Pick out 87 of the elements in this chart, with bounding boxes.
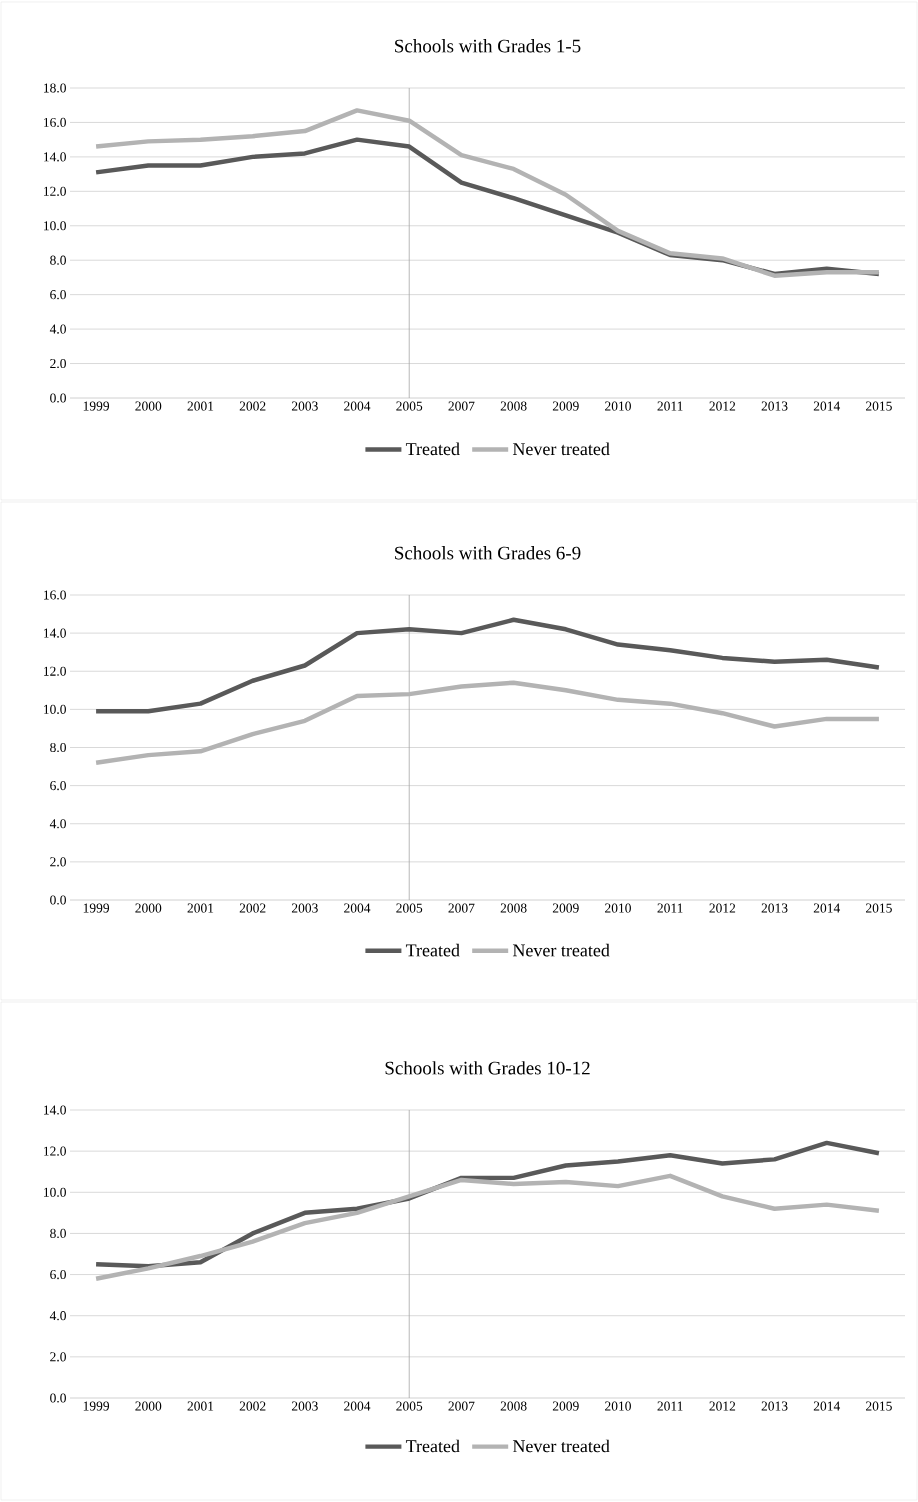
chart-title: Schools with Grades 1-5 <box>395 39 581 53</box>
x-tick-label: 2013 <box>761 401 788 411</box>
x-tick-label: 2002 <box>239 401 266 411</box>
x-tick-label: 2010 <box>605 401 631 411</box>
y-tick-label: 4.0 <box>49 324 66 334</box>
line-series <box>93 680 882 765</box>
x-tick-label: 2000 <box>135 903 162 913</box>
chart-title: Schools with Grades 6-9 <box>395 546 581 560</box>
y-tick-label: 2.0 <box>50 358 66 369</box>
y-tick-label: 0.0 <box>50 1393 66 1403</box>
y-tick-label: 8.0 <box>50 255 66 265</box>
x-tick-label: 1999 <box>83 903 110 913</box>
x-tick-label: 2007 <box>448 1401 475 1411</box>
x-tick-label: 2011 <box>657 903 683 913</box>
x-tick-label: 2014 <box>813 401 841 411</box>
legend-label: Never treated <box>512 943 610 957</box>
line-series <box>93 108 882 278</box>
y-tick-label: 4.0 <box>49 819 66 829</box>
x-tick-label: 2009 <box>552 401 579 411</box>
x-tick-label: 2011 <box>657 1401 683 1411</box>
x-tick-label: 2002 <box>239 903 266 913</box>
x-tick-label: 2004 <box>344 1401 371 1411</box>
y-tick-label: 0.0 <box>50 393 66 403</box>
x-tick-label: 2003 <box>291 1401 318 1411</box>
x-tick-label: 2008 <box>500 401 527 411</box>
x-tick-label: 2009 <box>552 903 579 913</box>
x-tick-label: 2003 <box>291 401 318 411</box>
legend-label: Never treated <box>512 442 610 456</box>
x-tick-label: 2004 <box>344 903 371 913</box>
x-tick-label: 2015 <box>866 903 892 913</box>
x-tick-label: 2008 <box>500 903 527 913</box>
legend-label: Treated <box>405 442 460 456</box>
x-tick-label: 2000 <box>135 1401 162 1411</box>
x-tick-label: 1999 <box>83 1401 110 1411</box>
x-tick-label: 2013 <box>761 903 788 913</box>
x-tick-label: 2001 <box>187 401 214 411</box>
x-tick-label: 2014 <box>813 903 841 913</box>
y-tick-label: 14.0 <box>44 628 66 638</box>
x-tick-label: 2007 <box>448 401 475 411</box>
x-tick-label: 2012 <box>709 903 736 913</box>
x-tick-label: 2002 <box>239 1401 266 1411</box>
line-series <box>93 617 882 714</box>
y-tick-label: 2.0 <box>50 857 66 867</box>
y-tick-label: 6.0 <box>50 1269 66 1280</box>
y-tick-label: 12.0 <box>44 666 66 676</box>
x-tick-label: 2005 <box>396 401 423 411</box>
y-tick-label: 6.0 <box>50 290 66 300</box>
y-tick-label: 8.0 <box>50 1228 66 1239</box>
y-tick-label: 18.0 <box>44 83 66 93</box>
y-tick-label: 14.0 <box>44 1105 66 1115</box>
x-tick-label: 2012 <box>709 1401 736 1411</box>
y-tick-label: 4.0 <box>49 1311 66 1321</box>
x-tick-label: 2001 <box>187 1401 214 1411</box>
x-tick-label: 2010 <box>605 903 631 913</box>
legend-label: Never treated <box>512 1439 610 1453</box>
x-tick-label: 2011 <box>657 401 683 411</box>
x-tick-label: 2001 <box>187 903 214 913</box>
y-tick-label: 12.0 <box>44 186 66 196</box>
y-tick-label: 10.0 <box>44 704 66 714</box>
y-tick-label: 0.0 <box>50 895 66 905</box>
x-tick-label: 2013 <box>761 1401 788 1411</box>
x-tick-label: 2009 <box>552 1401 579 1411</box>
y-tick-label: 6.0 <box>50 781 66 791</box>
y-tick-label: 10.0 <box>44 1187 66 1197</box>
x-tick-label: 2015 <box>866 401 892 411</box>
y-tick-label: 12.0 <box>44 1146 66 1156</box>
x-tick-label: 2004 <box>344 401 371 411</box>
chart-title: Schools with Grades 10-12 <box>385 1061 590 1075</box>
x-tick-label: 2014 <box>813 1401 841 1411</box>
x-tick-label: 2008 <box>500 1401 527 1411</box>
x-tick-label: 2012 <box>709 401 736 411</box>
legend-label: Treated <box>405 943 460 957</box>
y-tick-label: 16.0 <box>44 117 66 128</box>
x-tick-label: 2000 <box>135 401 162 411</box>
y-tick-label: 2.0 <box>50 1352 66 1362</box>
y-tick-label: 16.0 <box>44 590 66 600</box>
x-tick-label: 2005 <box>396 903 423 913</box>
y-tick-label: 8.0 <box>50 742 66 753</box>
y-tick-label: 10.0 <box>44 221 66 231</box>
x-tick-label: 2010 <box>605 1401 631 1411</box>
x-tick-label: 2005 <box>396 1401 423 1411</box>
x-tick-label: 2003 <box>291 903 318 913</box>
x-tick-label: 2007 <box>448 903 475 913</box>
y-tick-label: 14.0 <box>44 152 66 162</box>
x-tick-label: 1999 <box>83 401 110 411</box>
x-tick-label: 2015 <box>866 1401 892 1411</box>
legend-label: Treated <box>405 1439 460 1453</box>
